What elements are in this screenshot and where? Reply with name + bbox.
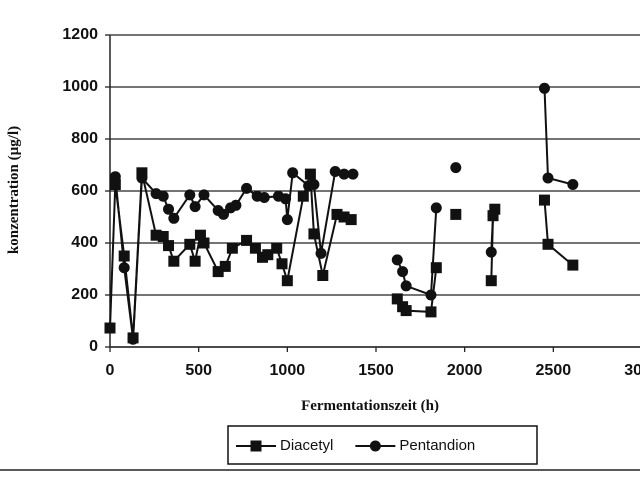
x-tick-label: 1000 [270,362,306,379]
marker [425,289,437,301]
y-axis-title: konzentration (µg/l) [6,126,22,254]
marker [271,242,283,254]
marker [308,228,320,240]
marker [198,237,210,249]
marker [487,210,499,222]
x-tick-label: 0 [106,362,115,379]
marker [262,249,274,261]
marker [104,322,116,334]
series-line [109,172,574,339]
marker [241,182,253,194]
marker [430,202,442,214]
marker [157,231,169,242]
marker [567,179,579,190]
x-axis-title: Fermentationszeit (h) [301,398,439,414]
marker [118,262,130,274]
y-tick-label: 600 [71,182,98,199]
y-tick-label: 1200 [62,26,98,43]
marker [189,201,201,213]
marker [168,255,180,267]
x-tick-label: 2500 [536,362,572,379]
marker [485,275,497,287]
marker [281,214,293,226]
marker [304,168,316,180]
marker [315,247,327,259]
marker [347,168,359,180]
legend-marker [369,440,381,452]
marker [329,166,341,177]
x-tick-label: 1500 [358,362,394,379]
marker [194,229,206,241]
marker [184,189,196,201]
marker [118,250,130,262]
marker [308,179,320,190]
marker [226,242,238,254]
marker [567,259,579,271]
marker [150,229,162,241]
x-tick-label: 3000 [624,362,640,379]
marker [280,193,292,205]
marker [485,246,497,258]
marker [338,168,350,180]
marker [331,208,343,220]
marker [450,162,462,174]
marker [542,172,554,184]
marker [109,171,121,183]
marker [258,192,270,203]
marker [276,258,288,270]
marker [338,211,350,223]
marker [450,208,462,220]
marker [542,238,554,250]
marker [345,214,357,226]
y-tick-label: 0 [89,338,98,355]
marker [163,203,175,215]
y-tick-label: 200 [71,286,98,303]
legend-label: Diacetyl [280,437,333,454]
marker [397,266,409,278]
marker [430,262,442,274]
y-tick-label: 800 [71,130,98,147]
y-tick-label: 1000 [62,78,98,95]
marker [168,212,180,224]
marker [249,242,261,254]
marker [127,333,139,345]
marker [163,240,175,252]
marker [241,234,253,246]
legend-label: Pentandion [399,437,475,454]
marker [287,167,299,179]
marker [136,172,148,184]
marker [189,255,201,267]
marker [317,270,329,281]
x-tick-label: 2000 [447,362,483,379]
marker [297,190,309,202]
marker [157,190,169,202]
marker [219,260,231,272]
marker [489,203,501,215]
marker [425,306,437,318]
y-tick-label: 400 [71,234,98,251]
marker [217,208,229,220]
marker [400,305,412,317]
marker [538,82,550,94]
x-tick-label: 500 [185,362,212,379]
marker [538,194,550,206]
marker [281,275,293,287]
marker [198,189,210,201]
marker [400,280,412,292]
legend-marker [250,440,262,452]
marker [212,266,224,278]
marker [391,293,403,305]
marker [184,238,196,250]
marker [230,199,242,211]
marker [391,254,403,266]
